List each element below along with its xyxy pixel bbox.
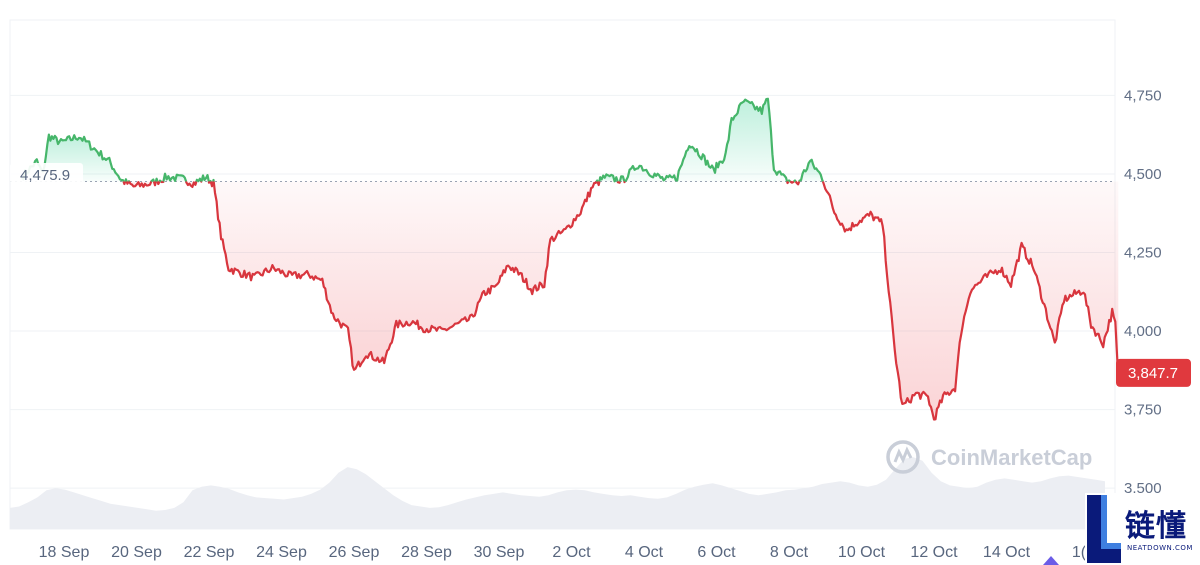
- x-tick-label: 14 Oct: [983, 544, 1031, 561]
- neatdown-l-icon: [1087, 495, 1121, 563]
- price-line-down: [786, 180, 790, 185]
- price-line-down: [821, 181, 1120, 421]
- scroll-marker-icon: [1043, 556, 1059, 565]
- price-line-down: [122, 181, 127, 186]
- price-line-down: [794, 180, 801, 186]
- x-tick-label: 4 Oct: [625, 544, 664, 561]
- y-tick-label: 3,500: [1124, 480, 1162, 497]
- x-tick-label: 30 Sep: [474, 544, 525, 561]
- price-line-up: [158, 179, 162, 183]
- logo-chinese-text: 链懂: [1125, 509, 1187, 544]
- price-line-down: [789, 180, 795, 184]
- x-tick-label: 8 Oct: [770, 544, 809, 561]
- price-line-down: [185, 181, 198, 188]
- x-tick-label: 1(: [1072, 544, 1087, 561]
- neatdown-logo: 链懂 NEATDOWN.COM: [1085, 493, 1200, 565]
- watermark-text: CoinMarketCap: [931, 445, 1092, 470]
- baseline-label: 4,475.9: [20, 167, 70, 184]
- price-line-down: [616, 181, 621, 184]
- coinmarketcap-logo-wave: [893, 446, 913, 464]
- area-below-baseline: [186, 181, 197, 187]
- current-price-badge: 3,847.7: [1116, 358, 1191, 387]
- price-line-down: [160, 180, 165, 184]
- watermark: CoinMarketCap: [886, 440, 1092, 474]
- price-line-down: [596, 181, 601, 187]
- price-line-up: [787, 179, 791, 183]
- price-line-up: [618, 175, 626, 182]
- area-above-baseline: [799, 159, 823, 182]
- price-line-down: [623, 180, 626, 184]
- area-above-baseline: [625, 98, 788, 182]
- x-tick-label: 20 Sep: [111, 544, 162, 561]
- current-price-badge-bg: [1116, 358, 1191, 387]
- price-line-up: [212, 178, 215, 182]
- price-line-up: [209, 179, 212, 183]
- x-tick-label: 28 Sep: [401, 544, 452, 561]
- baseline-badge: 4,475.9: [10, 163, 83, 184]
- logo-url-text: NEATDOWN.COM: [1127, 544, 1193, 552]
- x-tick-label: 26 Sep: [329, 544, 380, 561]
- price-line-up: [598, 173, 619, 183]
- y-tick-label: 4,250: [1124, 245, 1162, 262]
- y-tick-label: 4,000: [1124, 323, 1162, 340]
- price-line-up: [124, 178, 128, 182]
- coinmarketcap-logo-icon: [886, 440, 920, 474]
- y-tick-label: 4,750: [1124, 87, 1162, 104]
- x-tick-label: 18 Sep: [39, 544, 90, 561]
- price-line-up: [195, 177, 203, 183]
- x-tick-label: 22 Sep: [184, 544, 235, 561]
- price-line-down: [152, 181, 157, 187]
- price-line-down: [207, 180, 211, 184]
- x-tick-label: 10 Oct: [838, 544, 886, 561]
- current-price-label: 3,847.7: [1128, 365, 1178, 382]
- x-tick-label: 2 Oct: [552, 544, 591, 561]
- price-line-down: [128, 180, 153, 188]
- price-line-up: [162, 172, 188, 182]
- volume-area: [10, 457, 1105, 529]
- area-below-baseline: [822, 181, 1119, 420]
- price-line-up: [200, 174, 210, 182]
- price-line-up: [154, 177, 159, 182]
- x-tick-label: 6 Oct: [697, 544, 736, 561]
- y-tick-label: 4,500: [1124, 166, 1162, 183]
- x-tick-label: 12 Oct: [910, 544, 958, 561]
- price-line-up: [793, 179, 797, 183]
- price-line-up: [624, 97, 789, 183]
- y-tick-label: 3,750: [1124, 402, 1162, 419]
- x-tick-label: 24 Sep: [256, 544, 307, 561]
- baseline-badge-bg: [10, 163, 83, 184]
- price-line-down: [156, 180, 161, 186]
- price-line-up: [595, 179, 599, 183]
- price-line-up: [150, 178, 155, 183]
- area-below-baseline: [213, 181, 597, 370]
- price-line-up: [798, 158, 824, 182]
- price-line-down: [212, 180, 598, 371]
